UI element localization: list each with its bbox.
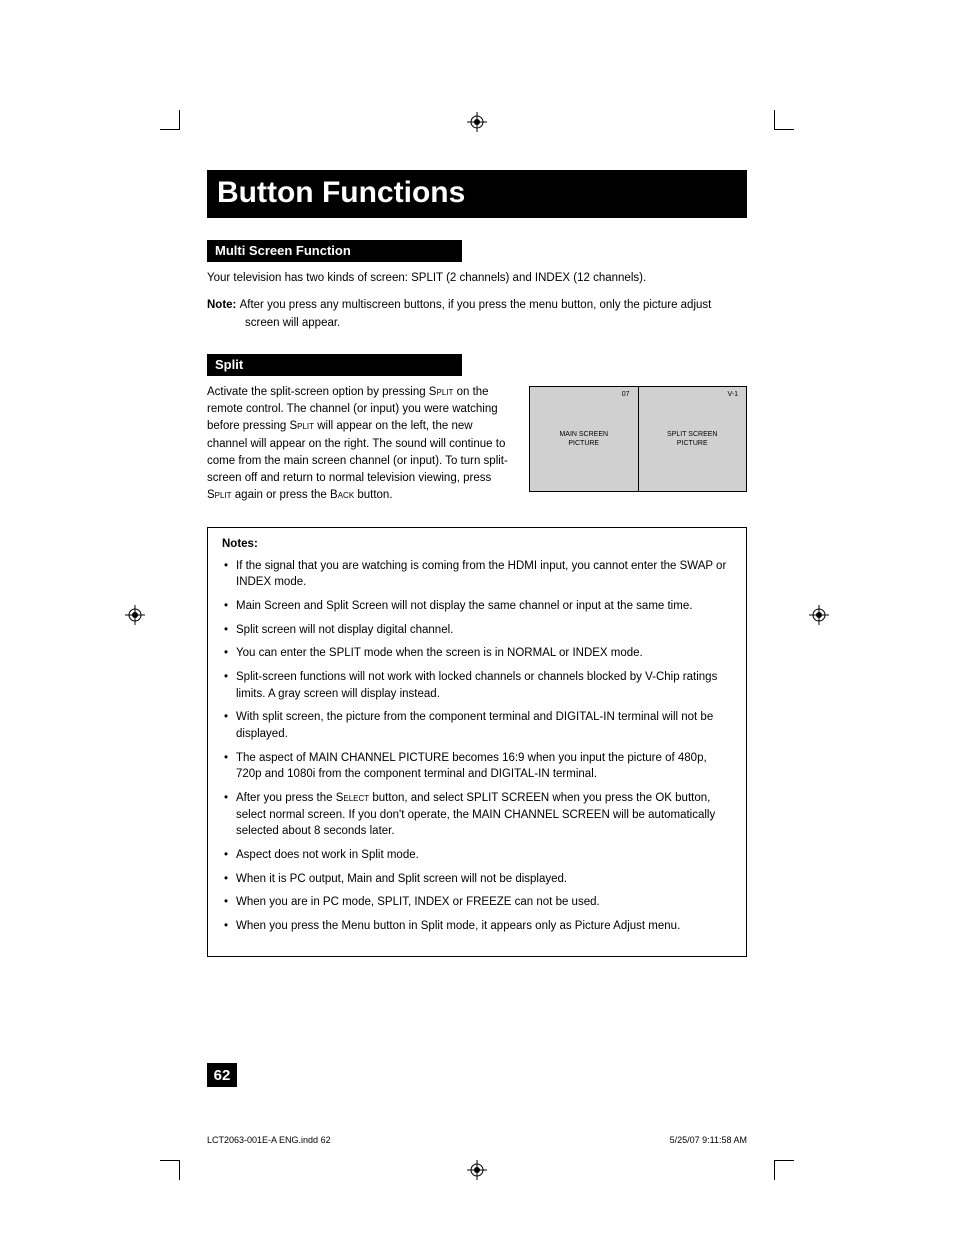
page-title: Button Functions: [207, 170, 747, 218]
multi-note: Note: After you press any multiscreen bu…: [207, 297, 747, 332]
notes-item: Split screen will not display digital ch…: [222, 622, 732, 639]
notes-item: With split screen, the picture from the …: [222, 709, 732, 742]
footer-filename: LCT2063-001E-A ENG.indd 62: [207, 1135, 331, 1145]
multi-body: Your television has two kinds of screen:…: [207, 270, 747, 287]
registration-mark-left: [125, 605, 145, 625]
split-body: Activate the split-screen option by pres…: [207, 384, 511, 505]
registration-mark-top: [467, 112, 487, 132]
section-header-multi: Multi Screen Function: [207, 240, 462, 262]
diagram-split-screen: V-1 SPLIT SCREENPICTURE: [638, 387, 747, 491]
crop-mark-tr: [774, 110, 794, 130]
notes-item: When you press the Menu button in Split …: [222, 918, 732, 935]
notes-item: Main Screen and Split Screen will not di…: [222, 598, 732, 615]
diagram-left-channel: 07: [530, 391, 638, 398]
page-number: 62: [207, 1063, 237, 1087]
notes-box: Notes: If the signal that you are watchi…: [207, 527, 747, 957]
diagram-left-label: MAIN SCREENPICTURE: [559, 430, 608, 448]
crop-mark-br: [774, 1160, 794, 1180]
diagram-right-label: SPLIT SCREENPICTURE: [667, 430, 717, 448]
crop-mark-tl: [160, 110, 180, 130]
notes-item: If the signal that you are watching is c…: [222, 558, 732, 591]
note-body: After you press any multiscreen buttons,…: [240, 299, 712, 328]
diagram-right-channel: V-1: [639, 391, 747, 398]
page-content: Button Functions Multi Screen Function Y…: [207, 170, 747, 957]
notes-item: After you press the Select button, and s…: [222, 790, 732, 840]
crop-mark-bl: [160, 1160, 180, 1180]
footer-timestamp: 5/25/07 9:11:58 AM: [670, 1135, 747, 1145]
notes-item: When it is PC output, Main and Split scr…: [222, 871, 732, 888]
notes-item: You can enter the SPLIT mode when the sc…: [222, 645, 732, 662]
notes-item: The aspect of MAIN CHANNEL PICTURE becom…: [222, 750, 732, 783]
diagram-main-screen: 07 MAIN SCREENPICTURE: [530, 387, 638, 491]
split-diagram: 07 MAIN SCREENPICTURE V-1 SPLIT SCREENPI…: [529, 386, 747, 492]
notes-item: When you are in PC mode, SPLIT, INDEX or…: [222, 894, 732, 911]
registration-mark-right: [809, 605, 829, 625]
section-header-split: Split: [207, 354, 462, 376]
notes-item: Split-screen functions will not work wit…: [222, 669, 732, 702]
registration-mark-bottom: [467, 1160, 487, 1180]
notes-item: Aspect does not work in Split mode.: [222, 847, 732, 864]
notes-list: If the signal that you are watching is c…: [222, 558, 732, 935]
note-label: Note:: [207, 299, 236, 311]
notes-title: Notes:: [222, 538, 732, 550]
